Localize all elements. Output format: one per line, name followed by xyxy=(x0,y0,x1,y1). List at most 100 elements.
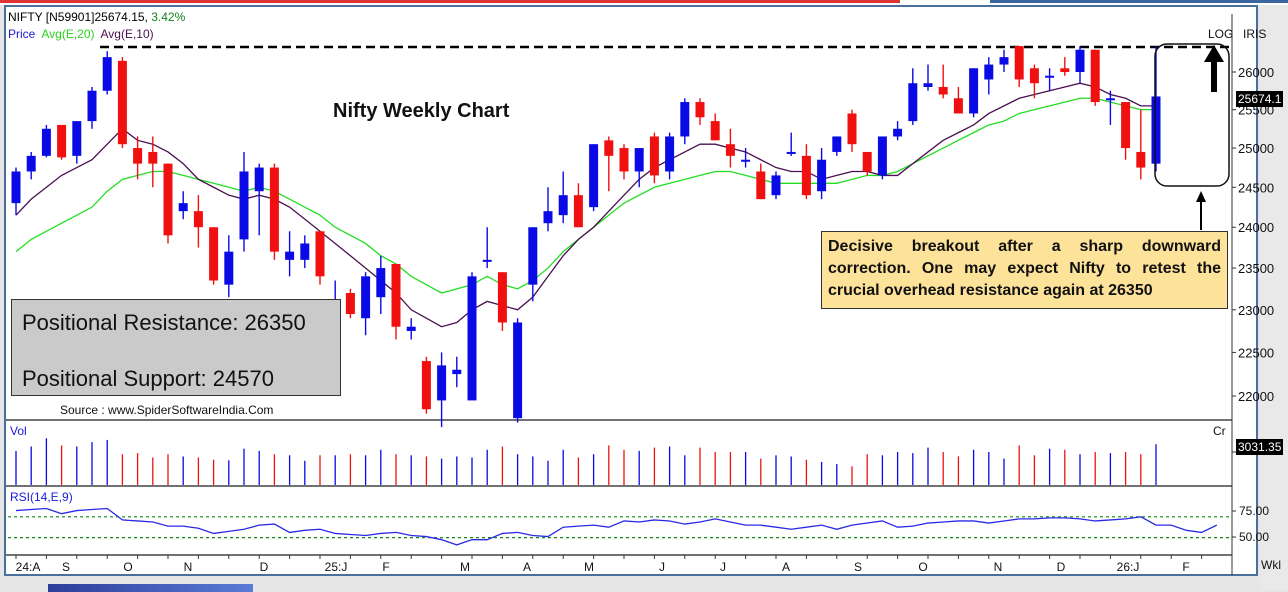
candle-body xyxy=(756,171,766,200)
candle-body xyxy=(11,171,21,204)
legend-price[interactable]: Price xyxy=(8,27,36,41)
candle-body xyxy=(361,276,371,319)
time-axis-label: N xyxy=(994,560,1003,574)
candle-body xyxy=(497,272,507,323)
candle-body xyxy=(1045,75,1055,78)
candle-body xyxy=(999,57,1009,65)
price-tick-label: 22000 xyxy=(1238,389,1274,404)
candle-body xyxy=(528,227,538,285)
candle-body xyxy=(1060,68,1070,72)
candle-body xyxy=(391,263,401,327)
candle-body xyxy=(862,151,872,172)
price-tick-label: 23500 xyxy=(1238,261,1274,276)
candle-body xyxy=(1105,98,1115,101)
candle-body xyxy=(163,163,173,236)
time-axis-label: F xyxy=(1182,560,1189,574)
chart-title: Nifty Weekly Chart xyxy=(333,100,510,122)
candle-body xyxy=(345,292,355,315)
time-axis-label: D xyxy=(260,560,269,574)
legend-ema20[interactable]: Avg(E,20) xyxy=(41,27,95,41)
candle-body xyxy=(817,159,827,192)
candle-body xyxy=(604,140,614,156)
candle-body xyxy=(467,276,477,401)
candle-body xyxy=(72,121,82,156)
log-toggle[interactable]: LOG xyxy=(1208,27,1234,41)
candle-body xyxy=(741,159,751,162)
candle-body xyxy=(41,128,51,156)
time-axis-label: A xyxy=(782,560,790,574)
candle-body xyxy=(406,326,416,331)
time-axis-label: S xyxy=(854,560,862,574)
candle-body xyxy=(1090,49,1100,103)
volume-label: Vol xyxy=(10,424,27,438)
candle-body xyxy=(482,259,492,262)
highlight-box xyxy=(1154,43,1230,187)
candle-body xyxy=(573,195,583,228)
candle-body xyxy=(1014,46,1024,80)
candle-body xyxy=(1151,96,1161,164)
change-percent: 3.42% xyxy=(151,10,186,24)
candle-body xyxy=(148,151,158,164)
candle-body xyxy=(589,144,599,208)
time-axis-label: 24:A xyxy=(16,560,41,574)
legend-ema10[interactable]: Avg(E,10) xyxy=(100,27,154,41)
time-axis-label: F xyxy=(382,560,389,574)
time-axis-label: M xyxy=(584,560,594,574)
candle-body xyxy=(543,211,553,224)
support-level: Positional Support: 24570 xyxy=(22,366,274,391)
candle-body xyxy=(938,86,948,95)
candle-body xyxy=(57,124,67,158)
rsi-line xyxy=(15,507,1218,546)
candle-body xyxy=(801,155,811,196)
candle-body xyxy=(877,136,887,176)
iris-label[interactable]: IRIS xyxy=(1243,27,1267,41)
candle-body xyxy=(269,167,279,252)
time-axis-label: O xyxy=(918,560,927,574)
candle-body xyxy=(26,155,36,172)
candle-body xyxy=(421,361,431,410)
candle-body xyxy=(832,136,842,152)
time-axis-label: M xyxy=(460,560,470,574)
candle-body xyxy=(771,175,781,196)
window-top-border xyxy=(0,0,1288,5)
resistance-level: Positional Resistance: 26350 xyxy=(22,310,306,335)
candle-body xyxy=(513,322,523,419)
candle-body xyxy=(315,231,325,277)
candle-body xyxy=(300,243,310,260)
price-tick-label: 24500 xyxy=(1238,180,1274,195)
time-axis-label: O xyxy=(123,560,132,574)
candle-body xyxy=(984,64,994,80)
candle-body xyxy=(710,121,720,141)
candle-body xyxy=(376,268,386,298)
candle-body xyxy=(239,171,249,240)
rsi-tick-75: 75.00 xyxy=(1239,504,1270,518)
annotation-note: Decisive breakout after a sharp downward… xyxy=(821,231,1228,309)
candle-body xyxy=(209,227,219,281)
candle-body xyxy=(908,83,918,122)
symbol-header: NIFTY [N59901]25674.15, 3.42% xyxy=(8,10,185,24)
candle-body xyxy=(437,365,447,401)
time-axis-label: S xyxy=(62,560,70,574)
symbol-name: NIFTY [N59901] xyxy=(8,10,95,24)
prime-logo-partial xyxy=(48,584,253,592)
candle-body xyxy=(224,251,234,285)
price-tick-label: 24000 xyxy=(1238,220,1274,235)
candle-body xyxy=(558,195,568,216)
candle-body xyxy=(923,83,933,87)
candle-body xyxy=(87,90,97,122)
candle-body xyxy=(133,148,143,164)
candle-body xyxy=(695,102,705,118)
candle-body xyxy=(117,60,127,145)
time-axis-label: J xyxy=(720,560,726,574)
price-tick-label: 22500 xyxy=(1238,345,1274,360)
candle-body xyxy=(193,211,203,228)
candle-body xyxy=(665,136,675,172)
candle-body xyxy=(178,203,188,212)
ema10-line xyxy=(15,82,1156,328)
candle-body xyxy=(1136,151,1146,168)
rsi-label: RSI(14,E,9) xyxy=(10,490,73,504)
candle-body xyxy=(725,144,735,156)
rsi-tick-50: 50.00 xyxy=(1239,530,1270,544)
last-price: 25674.15, xyxy=(94,10,148,24)
